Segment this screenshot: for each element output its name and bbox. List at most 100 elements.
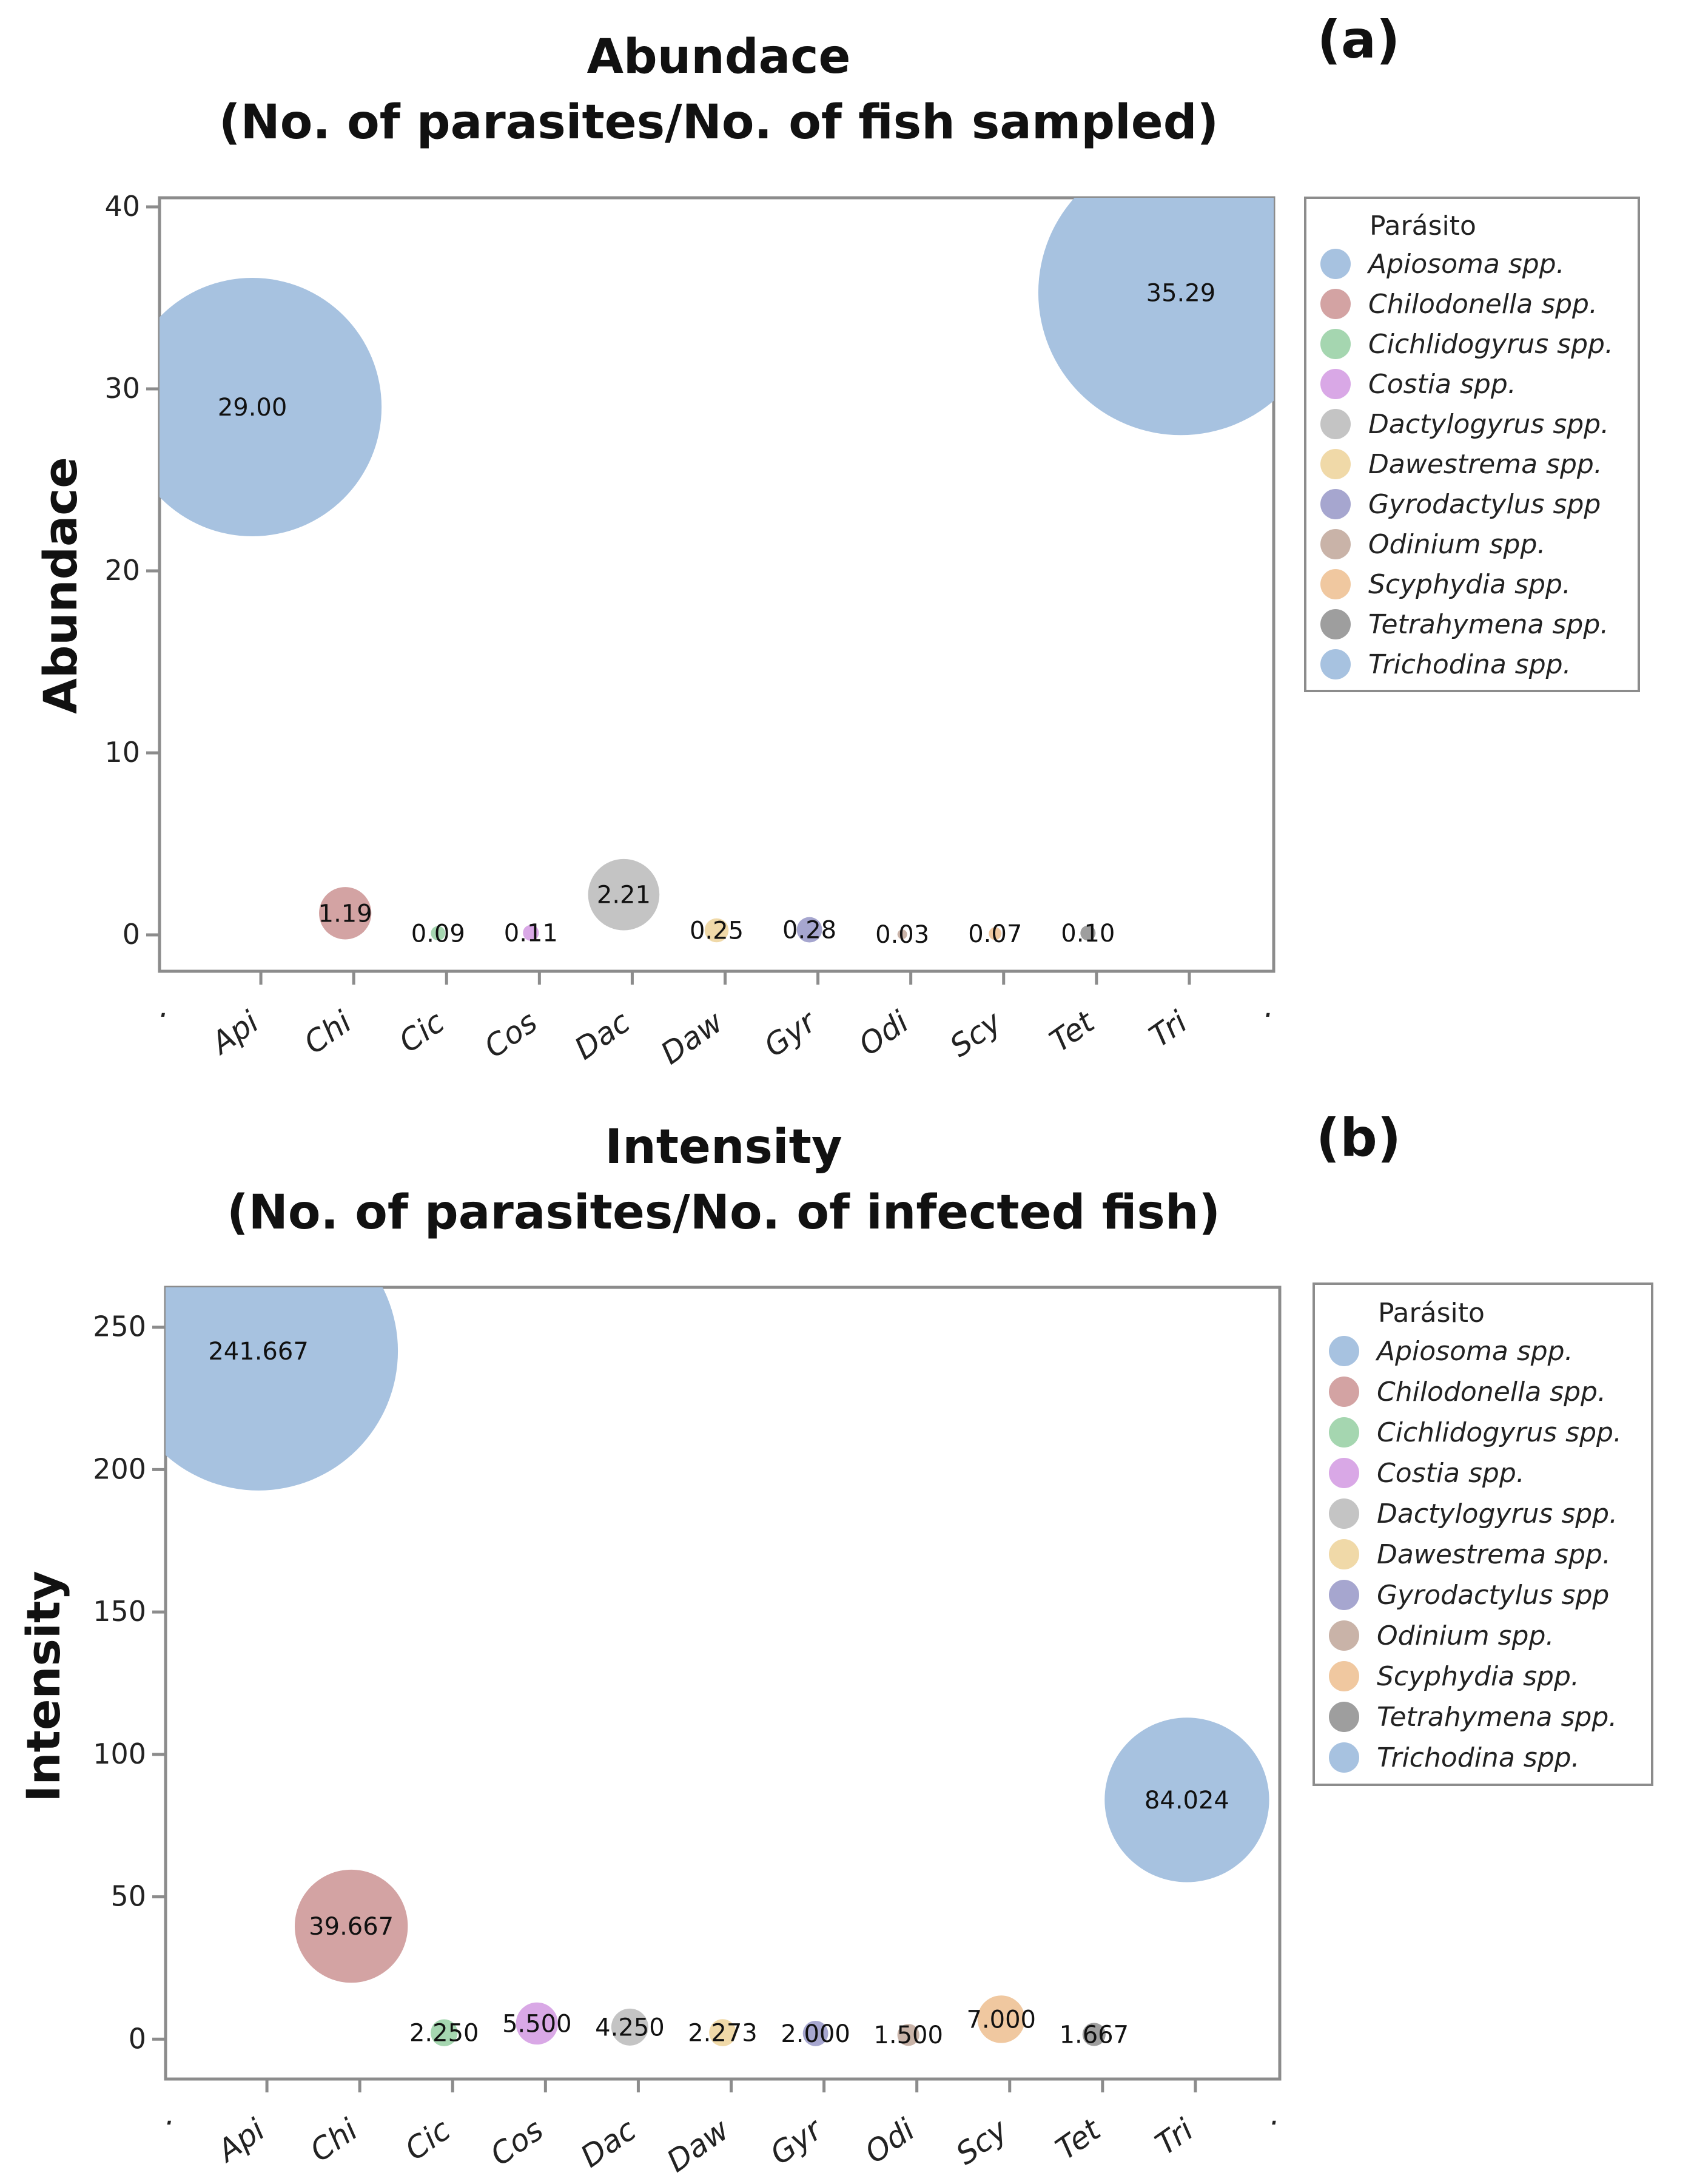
legend-label-b-7: Odinium spp. bbox=[1377, 1620, 1554, 1651]
legend-label-b-2: Cichlidogyrus spp. bbox=[1377, 1417, 1622, 1448]
chart-b-title: Intensity bbox=[605, 1120, 842, 1175]
y-tick-label-b-200: 200 bbox=[93, 1452, 146, 1485]
x-tick-label-b-daw: Daw bbox=[660, 2112, 735, 2179]
bubble-a-cic bbox=[431, 926, 446, 941]
x-tick-label-b-gyr: Gyr bbox=[764, 2111, 830, 2171]
legend-marker-a-6 bbox=[1320, 489, 1351, 519]
bubble-a-daw bbox=[704, 918, 729, 943]
bubble-a-chi bbox=[319, 887, 372, 940]
x-end-marker-a-1: . bbox=[1264, 989, 1274, 1024]
legend-box-a bbox=[1304, 197, 1640, 692]
x-end-marker-b-1: . bbox=[1270, 2097, 1280, 2132]
panel-b: Intensity (No. of parasites/No. of infec… bbox=[16, 1108, 1653, 2179]
legend-label-a-0: Apiosoma spp. bbox=[1366, 249, 1565, 280]
x-tick-label-b-tri: Tri bbox=[1149, 2112, 1199, 2162]
data-label-a-api: 29.00 bbox=[218, 394, 287, 422]
data-label-b-cic: 2.250 bbox=[409, 2020, 479, 2048]
y-axis-b: 0 50 100 150 200 250 bbox=[93, 1310, 166, 2055]
legend-title-b: Parásito bbox=[1378, 1298, 1485, 1329]
legend-label-a-10: Trichodina spp. bbox=[1368, 649, 1571, 680]
bubble-b-odi bbox=[897, 2024, 919, 2046]
plot-area-a bbox=[158, 196, 1276, 973]
legend-marker-a-5 bbox=[1320, 449, 1351, 479]
x-tick-label-a-cos: Cos bbox=[478, 1004, 543, 1065]
x-tick-label-b-cic: Cic bbox=[398, 2112, 457, 2167]
legend-label-b-10: Trichodina spp. bbox=[1377, 1742, 1580, 1773]
panel-label-a: (a) bbox=[1317, 10, 1400, 70]
y-axis-a: 0 10 20 30 40 bbox=[104, 190, 160, 951]
data-label-a-gyr: 0.28 bbox=[782, 917, 836, 945]
bubble-a-api bbox=[160, 278, 382, 536]
bubble-b-chi bbox=[294, 1869, 408, 1983]
y-tick-label-b-250: 250 bbox=[93, 1310, 146, 1343]
legend-label-b-1: Chilodonella spp. bbox=[1377, 1377, 1606, 1407]
chart-a-subtitle: (No. of parasites/No. of fish sampled) bbox=[219, 95, 1218, 150]
legend-marker-b-7 bbox=[1329, 1620, 1359, 1651]
legend-label-b-9: Tetrahymena spp. bbox=[1377, 1702, 1617, 1733]
bubble-a-tet bbox=[1080, 925, 1096, 941]
y-tick-label-a-10: 10 bbox=[104, 736, 140, 769]
x-axis-b: . . Api Chi Cic Cos Dac Daw Gyr Odi Scy Tet Tri bbox=[166, 2079, 1280, 2179]
x-tick-label-b-cos: Cos bbox=[484, 2112, 550, 2172]
y-tick-label-b-150: 150 bbox=[93, 1595, 146, 1628]
legend-marker-b-10 bbox=[1329, 1742, 1359, 1773]
x-end-marker-b-0: . bbox=[166, 2097, 175, 2132]
data-label-b-tri: 84.024 bbox=[1144, 1787, 1229, 1815]
x-tick-label-a-gyr: Gyr bbox=[758, 1003, 824, 1063]
legend-marker-b-5 bbox=[1329, 1539, 1359, 1569]
y-tick-label-a-20: 20 bbox=[104, 554, 140, 587]
y-tick-label-a-0: 0 bbox=[123, 918, 140, 951]
legend-label-b-8: Scyphydia spp. bbox=[1377, 1661, 1579, 1692]
data-label-a-dac: 2.21 bbox=[597, 881, 651, 909]
bubble-b-cos bbox=[516, 2002, 559, 2045]
y-tick-label-b-50: 50 bbox=[110, 1880, 146, 1913]
x-tick-label-a-cic: Cic bbox=[392, 1004, 451, 1059]
legend-marker-a-8 bbox=[1320, 569, 1351, 599]
bubble-b-daw bbox=[709, 2019, 736, 2046]
bubble-a-gyr bbox=[796, 917, 822, 943]
bubble-b-dac bbox=[611, 2008, 648, 2046]
data-label-a-odi: 0.03 bbox=[875, 921, 929, 949]
bubbles-b bbox=[166, 1287, 1269, 2046]
x-axis-a: . . Api Chi Cic Cos Dac Daw Gyr Odi Scy Tet Tri bbox=[160, 971, 1274, 1071]
x-tick-label-a-scy: Scy bbox=[944, 1004, 1009, 1064]
legend-marker-b-3 bbox=[1329, 1458, 1359, 1488]
data-label-a-cos: 0.11 bbox=[504, 920, 558, 948]
legend-label-a-4: Dactylogyrus spp. bbox=[1368, 409, 1609, 440]
data-label-a-cic: 0.09 bbox=[411, 920, 465, 948]
bubble-a-tri bbox=[1038, 198, 1274, 436]
legend-label-a-9: Tetrahymena spp. bbox=[1368, 609, 1608, 640]
legend-label-a-7: Odinium spp. bbox=[1368, 529, 1545, 560]
data-label-b-cos: 5.500 bbox=[502, 2010, 572, 2038]
data-labels-a: 29.00 1.19 0.09 0.11 2.21 0.25 0.28 0.03 0.07 0.1… bbox=[218, 279, 1215, 949]
legend-marker-a-3 bbox=[1320, 369, 1351, 399]
data-label-b-odi: 1.500 bbox=[873, 2021, 943, 2049]
x-tick-label-a-api: Api bbox=[204, 1004, 265, 1062]
legend-label-b-5: Dawestrema spp. bbox=[1377, 1539, 1611, 1570]
data-label-a-chi: 1.19 bbox=[318, 900, 372, 928]
x-tick-label-a-chi: Chi bbox=[298, 1004, 358, 1061]
legend-label-b-6: Gyrodactylus spp bbox=[1377, 1580, 1609, 1611]
legend-marker-a-10 bbox=[1320, 649, 1351, 679]
x-tick-label-b-tet: Tet bbox=[1049, 2111, 1107, 2167]
x-tick-label-b-chi: Chi bbox=[304, 2112, 364, 2169]
data-label-a-scy: 0.07 bbox=[968, 920, 1022, 948]
y-axis-label-b: Intensity bbox=[16, 1571, 70, 1802]
bubble-b-tri bbox=[1104, 1717, 1269, 1882]
bubble-a-dac bbox=[588, 858, 660, 931]
legend-marker-a-2 bbox=[1320, 329, 1351, 359]
data-label-a-tet: 0.10 bbox=[1061, 920, 1115, 948]
legend-marker-b-2 bbox=[1329, 1417, 1359, 1448]
legend-marker-b-4 bbox=[1329, 1498, 1359, 1529]
legend-title-a: Parásito bbox=[1370, 211, 1476, 241]
bubble-a-scy bbox=[989, 927, 1002, 940]
data-label-a-tri: 35.29 bbox=[1146, 279, 1216, 307]
panel-a: Abundace (No. of parasites/No. of fish s… bbox=[33, 10, 1640, 1071]
bubble-b-gyr bbox=[802, 2020, 829, 2046]
y-tick-label-b-0: 0 bbox=[129, 2022, 146, 2055]
x-tick-label-a-tet: Tet bbox=[1043, 1003, 1101, 1059]
plot-area-b bbox=[164, 1286, 1282, 2081]
x-tick-label-a-odi: Odi bbox=[853, 1004, 915, 1062]
legend-marker-a-1 bbox=[1320, 289, 1351, 319]
bubble-b-cic bbox=[431, 2019, 458, 2046]
